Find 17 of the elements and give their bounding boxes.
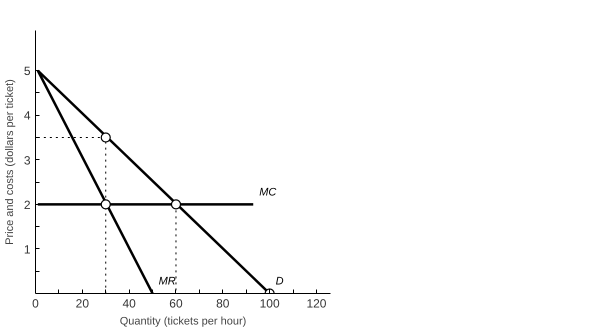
x-tick-label: 0: [32, 296, 40, 310]
y-tick-label: 5: [24, 64, 31, 78]
y-tick-label: 4: [24, 108, 31, 123]
x-tick-label: 80: [216, 296, 230, 310]
x-tick-label: 60: [169, 296, 183, 310]
x-tick-label: 100: [260, 296, 280, 310]
x-tick-label: 20: [76, 296, 90, 310]
y-tick-label: 1: [24, 242, 31, 256]
y-tick-label: 3: [24, 153, 31, 168]
series-label: D: [276, 276, 284, 288]
x-tick-label: 120: [306, 296, 327, 310]
y-tick-label: 2: [24, 198, 31, 212]
series-label: MC: [259, 186, 276, 198]
x-axis-title: Quantity (tickets per hour): [120, 316, 246, 328]
series-label: MR: [158, 276, 176, 288]
y-axis-title: Price and costs (dollars per ticket): [4, 79, 16, 245]
x-tick-label: 40: [122, 296, 136, 310]
